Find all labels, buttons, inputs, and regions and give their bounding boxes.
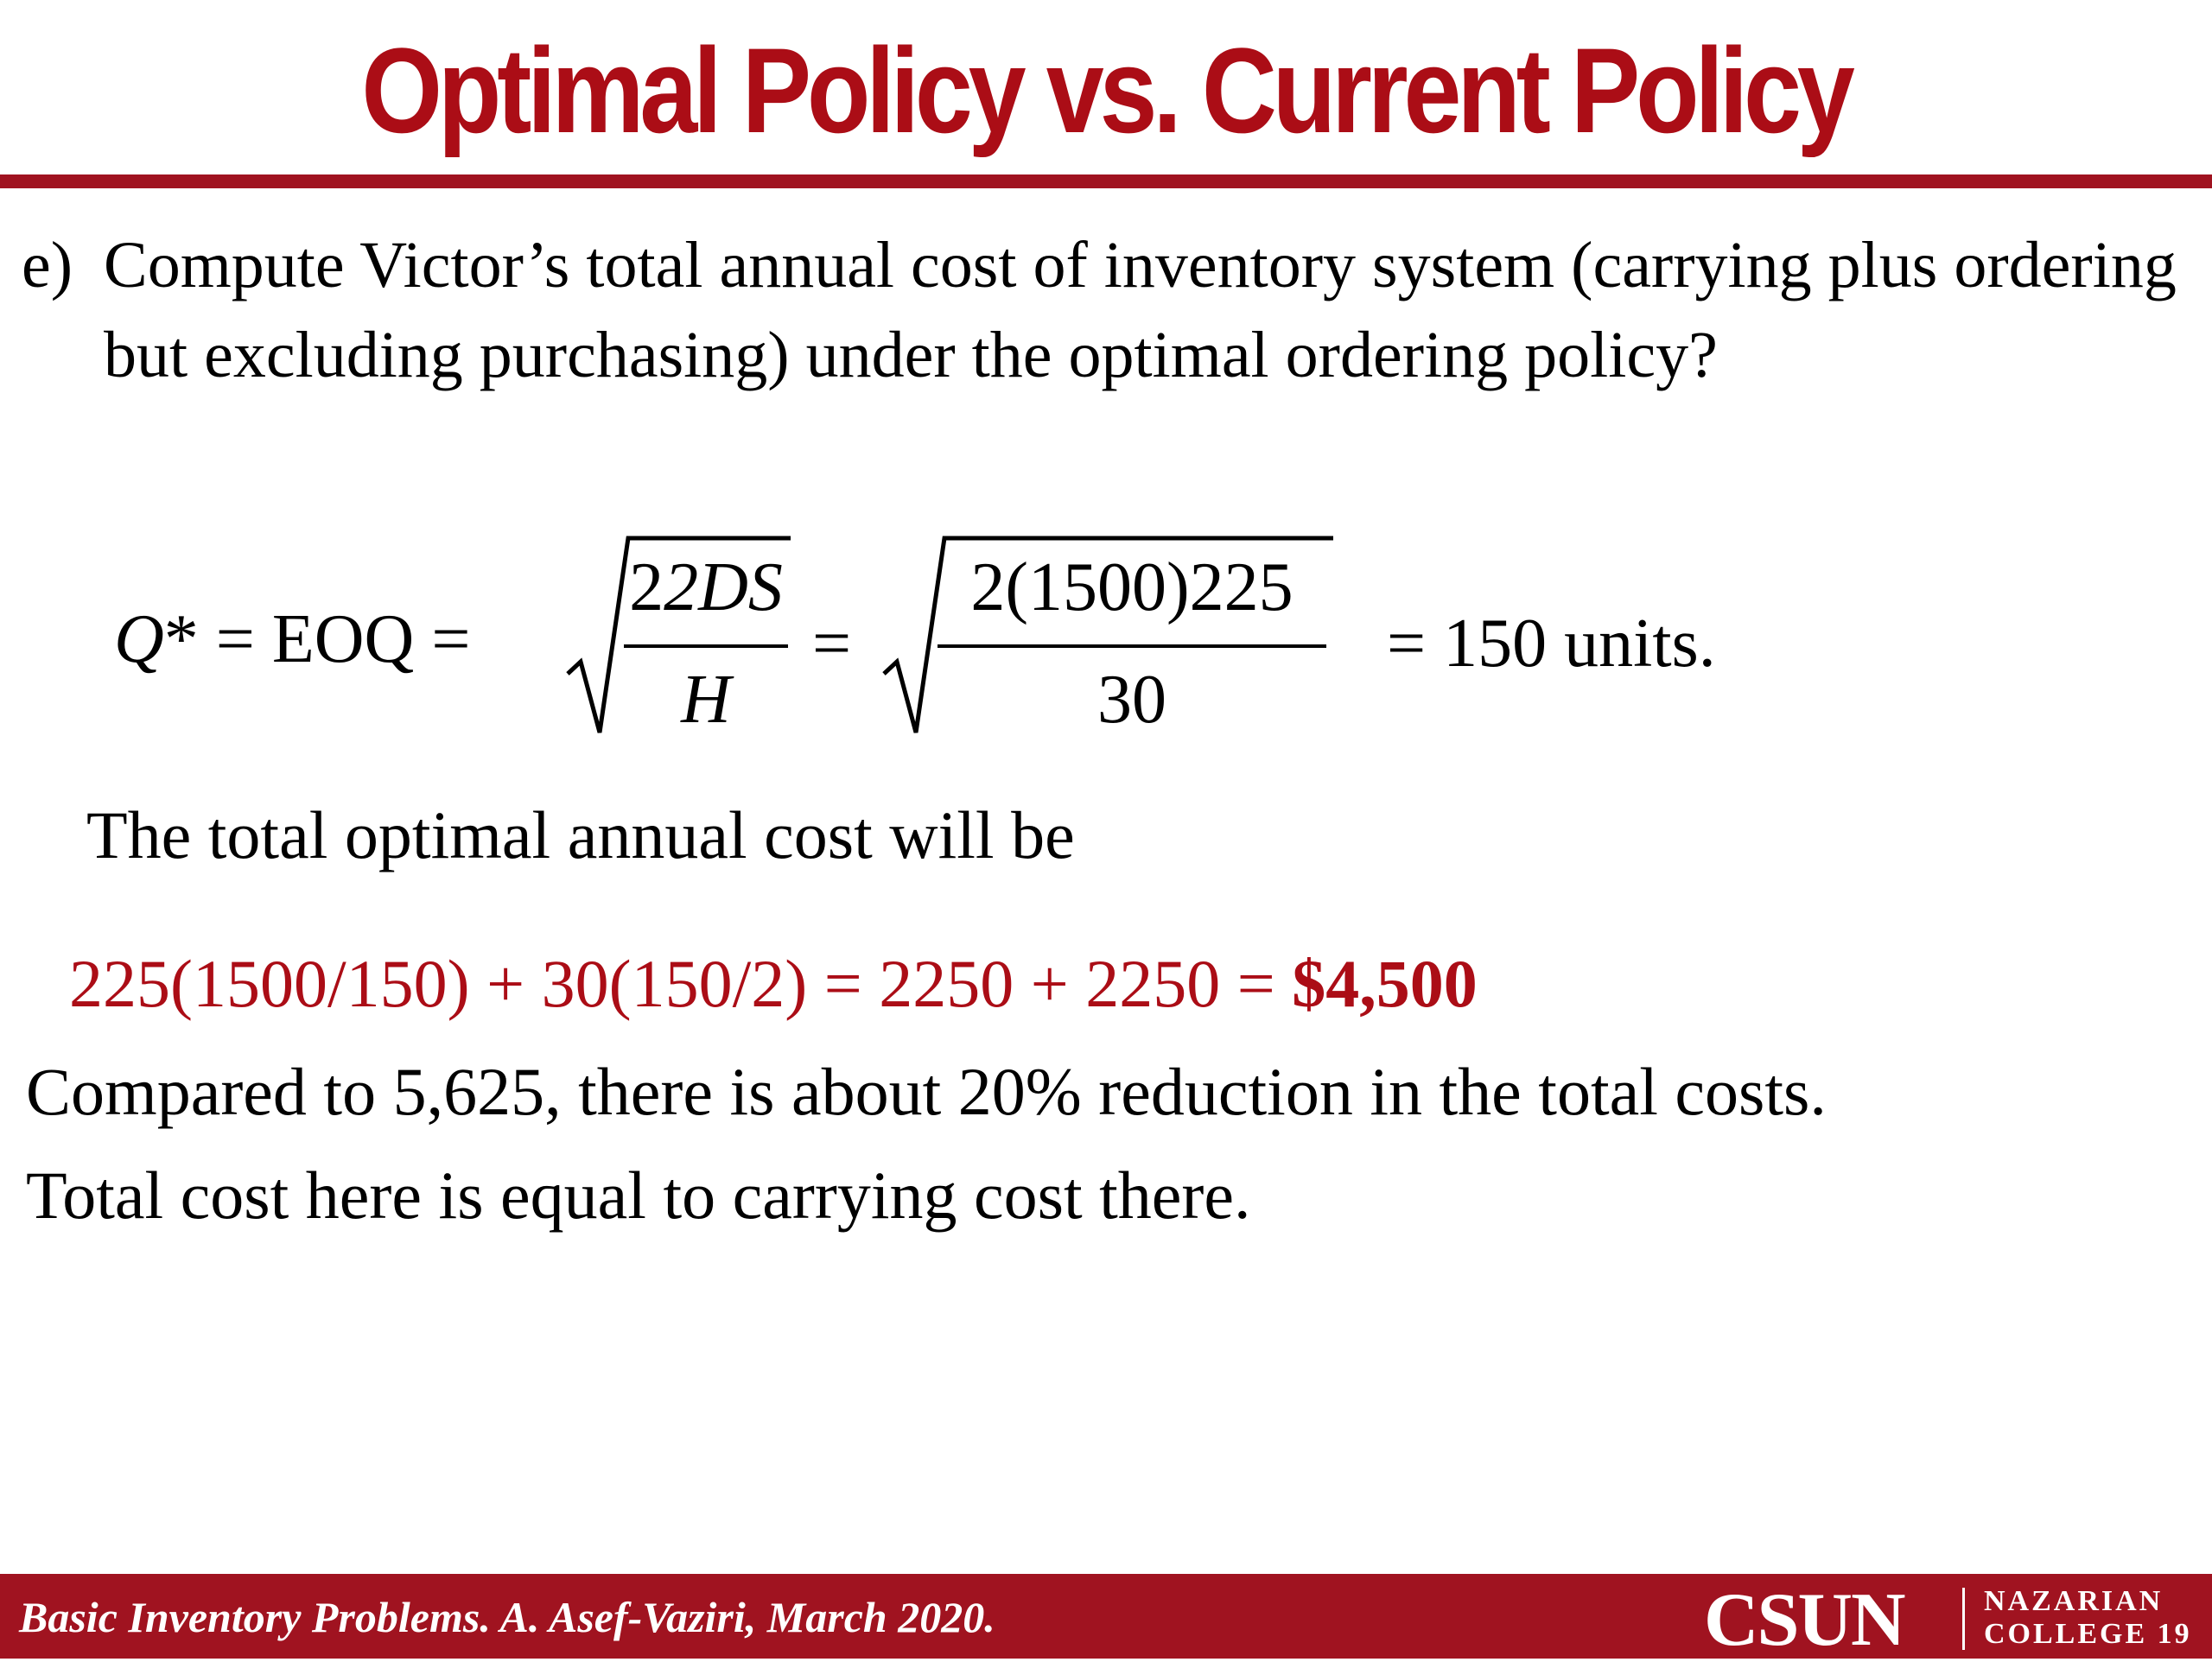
fraction-2-bar xyxy=(938,644,1326,648)
footer-citation: Basic Inventory Problems. A. Asef-Vaziri… xyxy=(19,1593,995,1641)
frac1-num-text: 2DS xyxy=(664,549,783,625)
slide-title: Optimal Policy vs. Current Policy xyxy=(361,22,1854,158)
formula-lhs-text: * = EOQ = xyxy=(163,601,471,677)
page-number: 19 xyxy=(2157,1618,2192,1650)
fraction-2-numerator: 2(1500)225 xyxy=(970,549,1294,625)
fraction-1-numerator: 22DS xyxy=(629,549,783,625)
note-text: Total cost here is equal to carrying cos… xyxy=(26,1158,1251,1233)
radical-sign-2 xyxy=(882,536,1333,733)
formula-q-symbol: Q xyxy=(114,601,164,677)
csun-logo: CSUN xyxy=(1704,1578,1906,1662)
question-text: Compute Victor’s total annual cost of in… xyxy=(104,229,2177,391)
formula-result: = 150 units. xyxy=(1387,606,1716,682)
cost-calculation-terms: 225(1500/150) + 30(150/2) = 2250 + 2250 … xyxy=(69,946,1293,1021)
fraction-2-denominator: 30 xyxy=(1097,662,1166,738)
cost-calculation: 225(1500/150) + 30(150/2) = 2250 + 2250 … xyxy=(69,950,1478,1018)
title-divider xyxy=(0,174,2212,188)
fraction-1-denominator: H xyxy=(681,662,731,738)
comparison-text: Compared to 5,625, there is about 20% re… xyxy=(26,1054,1827,1129)
formula-lhs: Q* = EOQ = xyxy=(114,605,470,674)
footer-bar: Basic Inventory Problems. A. Asef-Vaziri… xyxy=(0,1574,2212,1659)
logo-college-line2: COLLEGE 19 xyxy=(1984,1619,2192,1650)
question-label: e) xyxy=(22,229,73,301)
total-cost-value: $4,500 xyxy=(1292,946,1478,1021)
fraction-1-bar xyxy=(624,644,788,648)
logo-college-word: COLLEGE xyxy=(1984,1618,2148,1650)
radical-sign-1 xyxy=(566,536,791,733)
intro-text: The total optimal annual cost will be xyxy=(86,797,1075,872)
formula-equals: = xyxy=(812,606,852,682)
logo-college-name: NAZARIAN xyxy=(1984,1585,2164,1617)
logo-divider xyxy=(1962,1588,1965,1650)
